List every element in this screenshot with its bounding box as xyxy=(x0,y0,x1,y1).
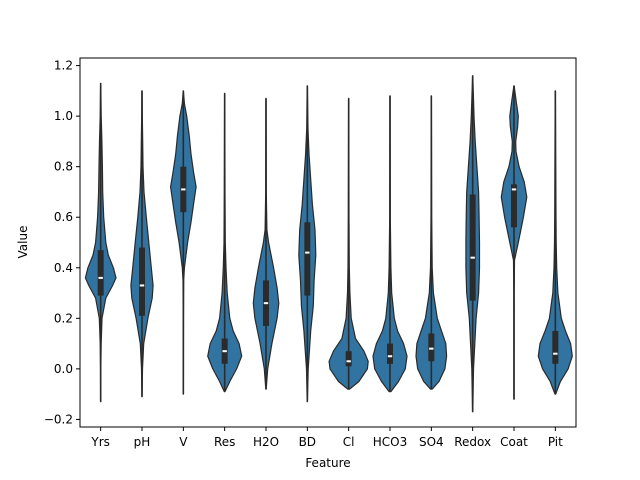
x-tick-label-redox: Redox xyxy=(454,435,491,449)
x-tick-label-bd: BD xyxy=(299,435,316,449)
violin-cl xyxy=(328,97,369,390)
y-tick-label: −0.2 xyxy=(44,412,73,426)
violin-so4 xyxy=(415,95,448,390)
x-tick-label-h2o: H2O xyxy=(253,435,279,449)
violin-iqr-box xyxy=(139,247,145,316)
violin-iqr-box xyxy=(345,351,352,367)
violin-ph xyxy=(130,90,154,398)
y-axis-label: Value xyxy=(16,226,30,259)
violin-iqr-box xyxy=(387,343,393,364)
x-tick-label-so4: SO4 xyxy=(419,435,444,449)
x-tick-label-yrs: Yrs xyxy=(90,435,110,449)
y-tick-label: 0.8 xyxy=(54,160,73,174)
violin-iqr-box xyxy=(469,194,476,301)
violin-hco3 xyxy=(372,95,408,393)
x-tick-label-res: Res xyxy=(214,435,235,449)
y-axis: −0.2 0.0 0.2 0.4 0.6 0.8 1.0 1.2 xyxy=(44,59,80,426)
x-tick-label-pit: Pit xyxy=(548,435,563,449)
x-axis: Yrs pH V Res H2O BD Cl HCO3 SO4 Redox Coat Pit xyxy=(90,427,563,449)
x-tick-label-ph: pH xyxy=(134,435,151,449)
violin-bd xyxy=(298,85,317,403)
x-tick-label-hco3: HCO3 xyxy=(373,435,407,449)
y-tick-label: 1.2 xyxy=(54,59,73,73)
violin-h2o xyxy=(252,97,280,390)
violin-redox xyxy=(465,75,481,413)
x-axis-label: Feature xyxy=(305,456,350,470)
violin-v xyxy=(170,90,197,395)
violin-iqr-box xyxy=(428,333,435,362)
y-tick-label: 0.4 xyxy=(54,261,73,275)
y-tick-label: 0.2 xyxy=(54,311,73,325)
x-tick-label-coat: Coat xyxy=(500,435,528,449)
violin-iqr-box xyxy=(552,330,559,364)
violin-iqr-box xyxy=(511,184,517,228)
y-tick-label: 0.6 xyxy=(54,210,73,224)
x-tick-label-cl: Cl xyxy=(343,435,355,449)
plot-frame xyxy=(79,57,577,428)
violins-layer xyxy=(84,75,573,413)
violin-yrs xyxy=(84,82,117,403)
violin-coat xyxy=(500,85,528,400)
violin-res xyxy=(207,92,243,393)
violin-pit xyxy=(537,90,573,395)
violin-iqr-box xyxy=(304,222,311,296)
violin-iqr-box xyxy=(97,250,104,296)
y-tick-label: 1.0 xyxy=(54,109,73,123)
x-tick-label-v: V xyxy=(179,435,188,449)
y-tick-label: 0.0 xyxy=(54,362,73,376)
